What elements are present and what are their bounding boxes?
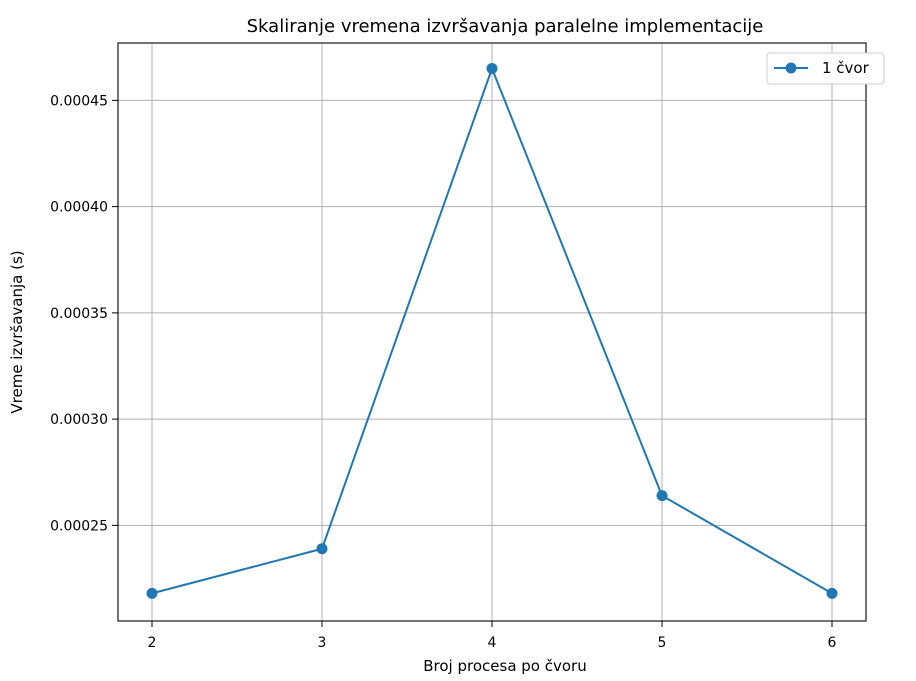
legend-marker-swatch: [785, 62, 797, 74]
x-tick-label: 5: [658, 635, 667, 651]
series-layer: [146, 63, 838, 599]
grid-lines: [118, 43, 866, 621]
legend-label: 1 čvor: [822, 59, 870, 77]
legend: 1 čvor: [766, 52, 885, 85]
chart-title: Skaliranje vremena izvršavanja paralelne…: [247, 16, 764, 37]
y-tick-label: 0.00045: [50, 93, 108, 109]
x-tick-label: 2: [148, 635, 157, 651]
x-tick-label: 3: [318, 635, 327, 651]
data-point: [146, 587, 158, 599]
y-tick-label: 0.00025: [50, 518, 108, 534]
y-tick-label: 0.00040: [50, 200, 108, 216]
data-point: [656, 490, 668, 502]
data-point: [486, 63, 498, 74]
x-tick-label: 4: [488, 635, 497, 651]
axis-ticks: 2 3 4 5 6 0.00025 0.00030 0.00035 0.00040 0.00045: [50, 93, 836, 651]
y-tick-label: 0.00035: [50, 306, 108, 322]
x-axis-label: Broj procesa po čvoru: [423, 657, 586, 675]
y-axis-label: Vreme izvršavanja (s): [8, 250, 26, 413]
data-point: [316, 543, 328, 555]
y-tick-label: 0.00030: [50, 412, 108, 428]
data-point: [826, 587, 838, 599]
x-tick-label: 6: [828, 635, 837, 651]
legend-box: [766, 52, 885, 85]
